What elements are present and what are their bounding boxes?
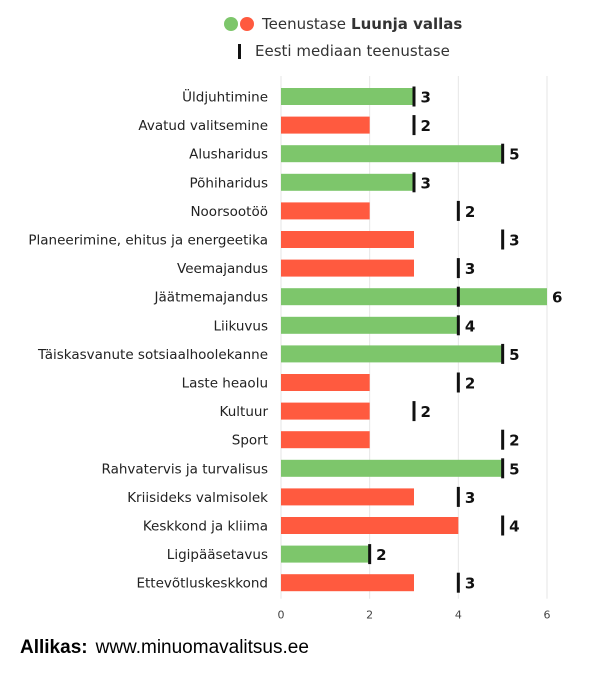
category-label: Veemajandus [177, 261, 268, 277]
median-marker-icon [238, 43, 241, 59]
median-marker [456, 372, 460, 393]
data-label: 2 [376, 546, 386, 564]
bar [281, 231, 414, 248]
chart-legend: Teenustase Luunja vallas Eesti mediaan t… [0, 0, 599, 70]
category-label: Kultuur [220, 404, 269, 420]
source-url: www.minuomavalitsus.ee [95, 637, 309, 658]
category-label: Üldjuhtimine [182, 88, 268, 106]
data-label: 3 [465, 260, 475, 278]
legend-service-prefix: Teenustase [262, 15, 347, 33]
category-label: Põhiharidus [189, 175, 268, 191]
median-marker [456, 286, 460, 307]
category-label: Liikuvus [213, 318, 268, 334]
source-note: Allikas: www.minuomavalitsus.ee [20, 637, 309, 659]
bar [281, 316, 459, 334]
category-label: Sport [232, 433, 268, 449]
legend-item-median: Eesti mediaan teenustase [224, 42, 450, 60]
median-marker [456, 572, 460, 593]
category-label: Ligipääsetavus [167, 547, 268, 563]
bar [281, 574, 414, 592]
data-label: 2 [421, 403, 431, 421]
legend-item-service-level: Teenustase Luunja vallas [224, 15, 462, 33]
category-label: Avatud valitsemine [138, 118, 268, 134]
bar [281, 88, 414, 105]
median-marker [501, 143, 505, 164]
median-marker [412, 172, 416, 193]
category-label: Täiskasvanute sotsiaalhoolekanne [37, 347, 268, 363]
bar [281, 145, 503, 163]
category-label: Alusharidus [189, 147, 268, 163]
data-label: 2 [509, 432, 519, 450]
median-marker [501, 429, 505, 450]
category-label: Ettevõtluskeskkond [136, 576, 268, 592]
data-label: 3 [465, 575, 475, 593]
data-label: 6 [552, 289, 562, 307]
category-label: Noorsootöö [190, 204, 268, 220]
bar [281, 517, 459, 534]
data-label: 5 [509, 146, 519, 164]
median-marker [412, 115, 416, 136]
red-dot-icon [240, 17, 254, 31]
x-tick-label: 2 [366, 609, 373, 622]
bar-chart: 0 2 4 6 Üldjuhtimine 3 Avatud valitsemine 2 Alus… [28, 76, 562, 622]
category-label: Kriisideks valmisolek [127, 490, 268, 506]
category-label: Planeerimine, ehitus ja energeetika [28, 233, 268, 249]
x-tick-label: 0 [278, 609, 285, 622]
bar [281, 374, 370, 391]
median-marker [456, 258, 460, 279]
data-label: 3 [421, 174, 431, 192]
category-label: Laste heaolu [182, 376, 268, 392]
data-label: 3 [465, 489, 475, 507]
data-label: 5 [509, 346, 519, 364]
median-marker [456, 315, 460, 336]
data-label: 2 [465, 375, 475, 393]
data-label: 5 [509, 460, 519, 478]
bar [281, 459, 503, 477]
data-label: 2 [421, 117, 431, 135]
median-marker [456, 200, 460, 221]
category-label: Rahvatervis ja turvalisus [102, 461, 269, 477]
data-label: 3 [509, 232, 519, 250]
median-marker [501, 515, 505, 536]
bar [281, 545, 370, 563]
category-label: Jäätmemajandus [154, 290, 268, 306]
source-label: Allikas: [20, 637, 88, 658]
median-marker [412, 401, 416, 422]
legend-median-label: Eesti mediaan teenustase [255, 42, 450, 60]
median-marker [501, 343, 505, 364]
data-label: 2 [465, 203, 475, 221]
data-label: 4 [465, 317, 475, 335]
bar [281, 345, 503, 363]
data-label: 4 [509, 518, 519, 536]
bar [281, 288, 547, 306]
bar [281, 488, 414, 506]
median-marker [501, 458, 505, 479]
median-marker [501, 229, 505, 250]
green-dot-icon [224, 17, 238, 31]
bar [281, 431, 370, 449]
x-tick-label: 4 [455, 609, 462, 622]
bar [281, 173, 414, 191]
bar [281, 402, 370, 420]
median-marker [456, 486, 460, 507]
median-marker [368, 544, 372, 565]
bar [281, 116, 370, 134]
data-label: 3 [421, 89, 431, 107]
x-tick-label: 6 [544, 609, 551, 622]
category-label: Keskkond ja kliima [143, 519, 268, 535]
legend-municipality: Luunja vallas [351, 15, 463, 33]
bar [281, 259, 414, 277]
median-marker [412, 86, 416, 107]
bar [281, 202, 370, 220]
